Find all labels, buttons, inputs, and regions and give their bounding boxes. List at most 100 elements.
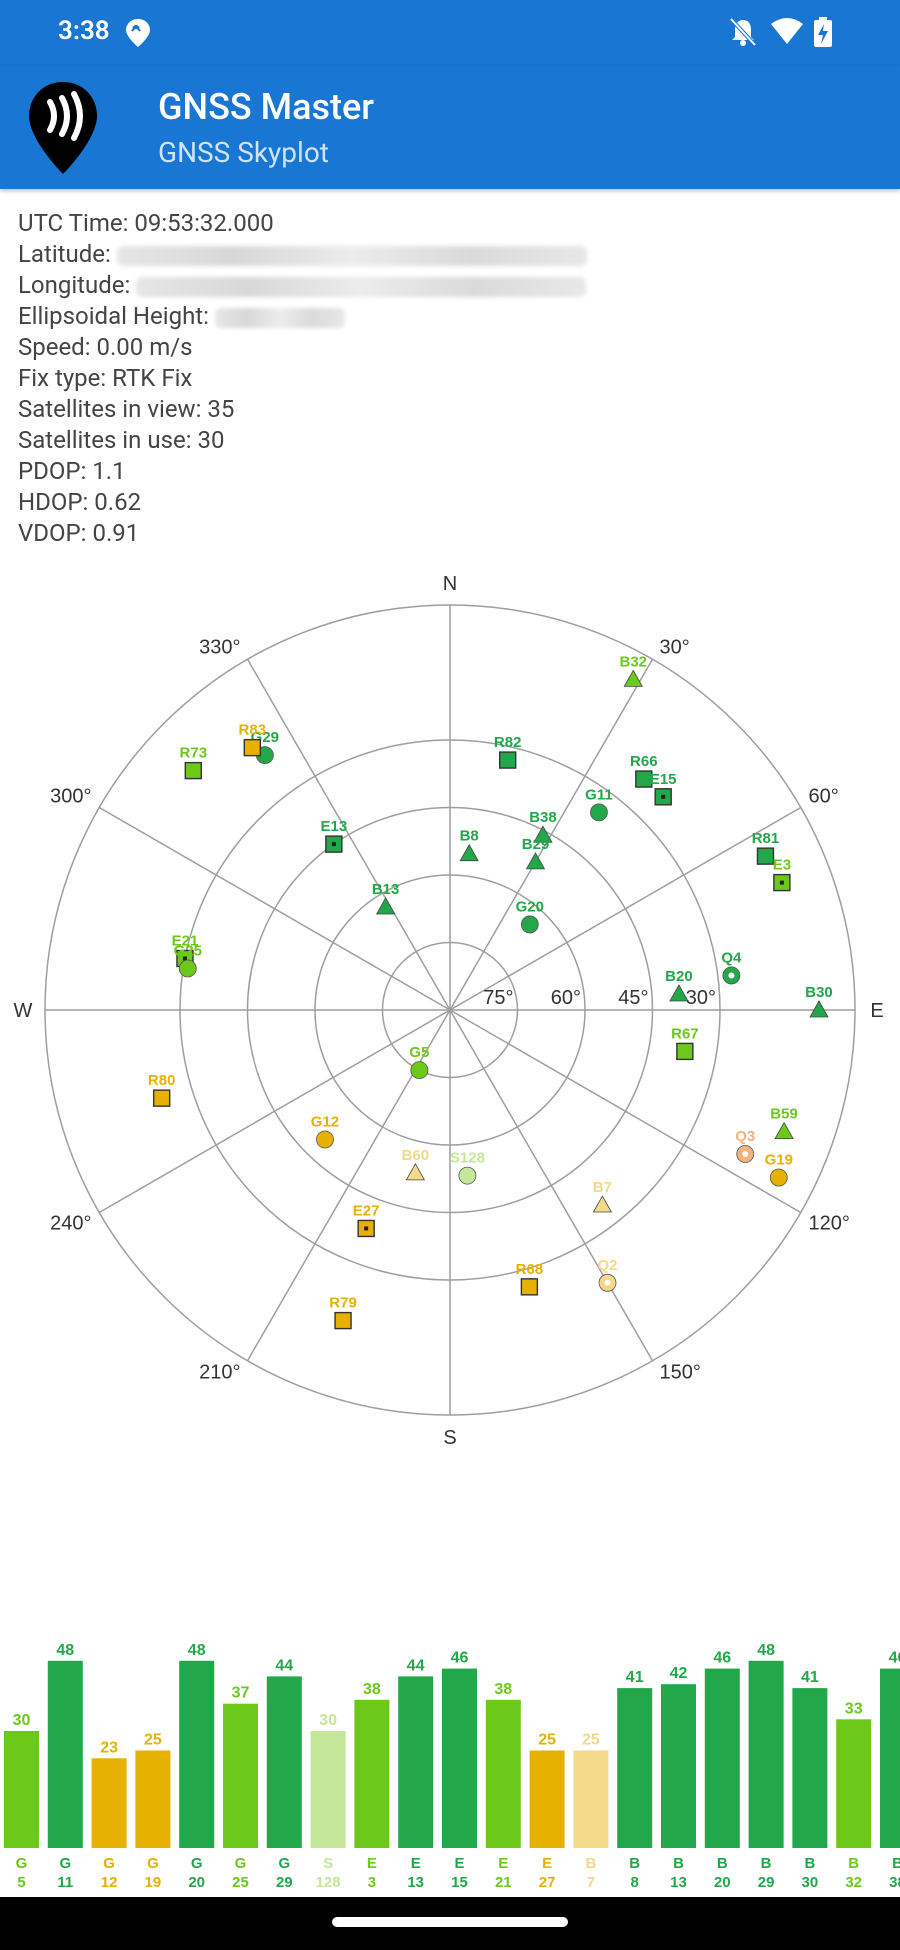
satellite-b20-label: B20 <box>665 968 693 985</box>
satellite-g25-marker <box>178 959 197 978</box>
satellite-b13-label: B13 <box>372 881 400 898</box>
elevation-label: 30° <box>686 987 716 1009</box>
satellite-r82-marker <box>498 751 517 769</box>
cn0-value-label: 23 <box>100 1739 118 1756</box>
cn0-prn-label: 20 <box>188 1874 205 1891</box>
satellite-e21-dot <box>182 956 187 961</box>
hdop: HDOP: 0.62 <box>18 488 142 516</box>
satellite-g20-marker <box>520 915 539 934</box>
cn0-system-label: B <box>761 1855 772 1872</box>
azimuth-line <box>98 806 451 1011</box>
cn0-prn-label: 7 <box>587 1874 595 1891</box>
status-bar: 3:38 <box>0 0 900 66</box>
app-subtitle: GNSS Skyplot <box>158 136 329 169</box>
skyplot[interactable]: N E S W 30° 60° 120° 150° 210° 240° 300° 330° 75° 60°… <box>0 560 900 1460</box>
satellite-r81-label: R81 <box>752 830 780 847</box>
satellite-s128-label: S128 <box>450 1150 485 1167</box>
cn0-bar-s128 <box>310 1731 346 1848</box>
satellite-r79-marker <box>334 1311 352 1330</box>
cn0-prn-label: 15 <box>451 1874 468 1891</box>
cn0-system-label: G <box>235 1855 247 1872</box>
satellite-r80-label: R80 <box>148 1072 176 1089</box>
satellite-b7-label: B7 <box>593 1179 612 1196</box>
cn0-bar-g20 <box>179 1660 215 1848</box>
azimuth-label: 240° <box>50 1213 91 1235</box>
cn0-system-label: E <box>454 1855 464 1872</box>
satellite-g5-label: G5 <box>409 1044 429 1061</box>
battery-charging-icon <box>814 17 832 47</box>
cn0-prn-label: 29 <box>758 1874 775 1891</box>
longitude-label: Longitude: <box>18 271 131 299</box>
satellite-r67-label: R67 <box>671 1025 699 1042</box>
latitude-row: Latitude: <box>18 239 587 270</box>
satellite-r83-label: R83 <box>239 722 267 739</box>
cn0-system-label: B <box>892 1855 900 1872</box>
cn0-system-label: G <box>278 1855 290 1872</box>
latitude-redacted <box>116 245 587 266</box>
cn0-bar-g5 <box>4 1731 39 1848</box>
cn0-bar-b29 <box>748 1660 784 1848</box>
cn0-value-label: 48 <box>757 1642 775 1659</box>
cn0-bar-e13 <box>398 1676 434 1848</box>
cn0-bar-g11 <box>47 1660 83 1848</box>
satellite-r67-marker <box>676 1042 694 1061</box>
app-title: GNSS Master <box>158 86 375 128</box>
direction-label: N <box>443 573 457 595</box>
satellite-r68-label: R68 <box>516 1261 544 1278</box>
navigation-bar <box>0 1897 900 1950</box>
cn0-prn-label: 30 <box>802 1874 819 1891</box>
cn0-prn-label: 38 <box>889 1874 900 1891</box>
satellite-g11-label: G11 <box>585 786 613 803</box>
cn0-value-label: 37 <box>232 1685 250 1702</box>
cn0-value-label: 25 <box>582 1732 600 1749</box>
cn0-bar-b8 <box>617 1688 653 1848</box>
satellite-b32-label: B32 <box>619 653 647 670</box>
satellite-r79-label: R79 <box>329 1295 357 1312</box>
height-row: Ellipsoidal Height: <box>18 301 587 332</box>
satellite-b60-marker <box>405 1163 426 1181</box>
satellite-b59-label: B59 <box>770 1106 798 1123</box>
satellite-b30-label: B30 <box>805 984 833 1001</box>
satellite-b7-marker <box>592 1195 613 1213</box>
cn0-prn-label: 8 <box>631 1874 639 1891</box>
satellite-b59-marker <box>774 1121 794 1139</box>
wifi-icon <box>771 18 803 44</box>
cn0-prn-label: 13 <box>407 1874 424 1891</box>
satellite-b8-marker <box>459 843 479 862</box>
cn0-bar-g25 <box>223 1703 258 1848</box>
cn0-system-label: G <box>59 1855 71 1872</box>
satellite-r68-marker <box>520 1278 539 1296</box>
cn0-system-label: E <box>411 1855 421 1872</box>
satellites-in-use: Satellites in use: 30 <box>18 426 225 454</box>
azimuth-line <box>246 658 451 1011</box>
cn0-system-label: G <box>103 1855 115 1872</box>
cn0-value-label: 41 <box>801 1669 819 1686</box>
cn0-bar-e27 <box>529 1750 565 1848</box>
cn0-system-label: B <box>673 1855 684 1872</box>
satellite-s128-marker <box>458 1166 477 1185</box>
cn0-system-label: G <box>16 1855 28 1872</box>
cn0-prn-label: 21 <box>495 1874 512 1891</box>
status-time: 3:38 <box>58 16 110 46</box>
cn0-value-label: 25 <box>538 1732 556 1749</box>
satellite-r83-marker <box>243 738 262 757</box>
satellite-e15-dot <box>661 794 666 799</box>
notifications-off-icon <box>729 17 757 47</box>
cn0-prn-label: 32 <box>845 1874 862 1891</box>
cn0-bar-g12 <box>91 1758 127 1848</box>
cn0-prn-label: 3 <box>368 1874 376 1891</box>
azimuth-label: 330° <box>199 637 240 659</box>
satellite-q2-dot <box>604 1279 611 1286</box>
cn0-bar-b7 <box>573 1750 609 1848</box>
satellite-g12-label: G12 <box>311 1113 339 1130</box>
home-gesture-handle[interactable] <box>332 1917 568 1927</box>
elevation-label: 45° <box>618 987 648 1009</box>
satellite-r66-label: R66 <box>630 753 658 770</box>
cn0-prn-label: 11 <box>57 1874 73 1891</box>
satellite-b8-label: B8 <box>460 828 479 845</box>
cn0-bar-e15 <box>442 1668 477 1848</box>
satellite-b13-marker <box>375 897 396 915</box>
cn0-prn-label: 128 <box>316 1874 341 1891</box>
azimuth-line <box>449 1009 654 1362</box>
direction-label: W <box>14 1000 33 1022</box>
